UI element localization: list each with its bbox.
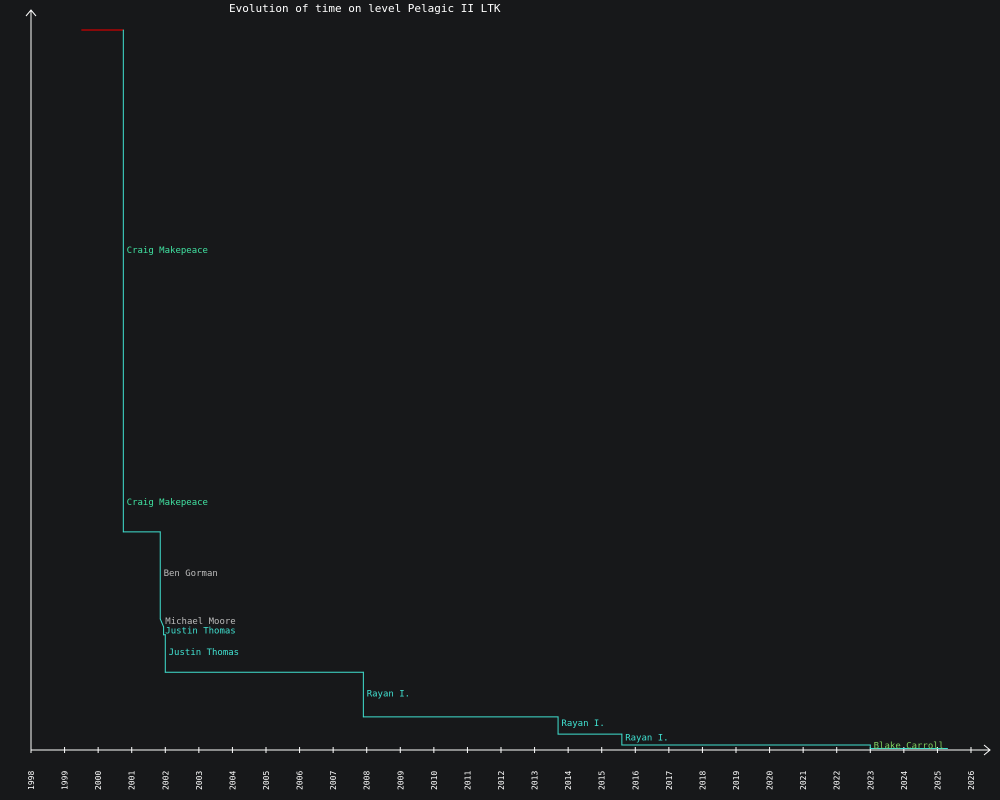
x-axis-arrow: [983, 744, 991, 756]
x-tick-label: 2018: [698, 771, 707, 790]
y-axis-arrow: [25, 9, 37, 17]
x-tick-label: 2026: [967, 771, 976, 790]
record-point: [362, 716, 364, 718]
axes-layer: [25, 9, 991, 756]
record-point: [122, 29, 124, 31]
x-tick-label: 2016: [631, 771, 640, 790]
holder-label: Justin Thomas: [165, 626, 235, 636]
record-point: [621, 744, 623, 746]
holder-label: Craig Makepeace: [127, 498, 208, 508]
record-point: [869, 748, 871, 750]
x-tick-label: 2022: [833, 771, 842, 790]
x-tick-label: 2002: [161, 771, 170, 790]
holder-label: Craig Makepeace: [127, 246, 208, 256]
x-tick-label: 2009: [396, 771, 405, 790]
record-point: [163, 634, 165, 636]
x-tick-label: 2013: [531, 771, 540, 790]
record-point: [159, 618, 161, 620]
x-tick-label: 2017: [665, 771, 674, 790]
record-point: [122, 531, 124, 533]
x-tick-label: 2011: [463, 771, 472, 790]
holder-label: Justin Thomas: [169, 648, 239, 658]
x-tick-label: 2006: [296, 771, 305, 790]
x-tick-label: 2003: [195, 771, 204, 790]
record-line: [122, 30, 948, 750]
series-layer: [81, 29, 948, 750]
x-tick-label: 2024: [900, 771, 909, 790]
x-tick-label: 2014: [564, 771, 573, 790]
holder-label: Rayan I.: [367, 690, 410, 700]
record-point: [163, 626, 165, 628]
x-tick-label: 2015: [598, 771, 607, 790]
x-tick-label: 2019: [732, 771, 741, 790]
x-tick-label: 2021: [799, 771, 808, 790]
chart-title: Evolution of time on level Pelagic II LT…: [229, 2, 501, 15]
record-point: [159, 531, 161, 533]
record-point: [164, 634, 166, 636]
x-tick-label: 2010: [430, 771, 439, 790]
x-tick-label: 2004: [228, 771, 237, 790]
holder-label: Rayan I.: [561, 719, 604, 729]
x-tick-label: 1999: [61, 771, 70, 790]
x-tick-label: 2000: [94, 771, 103, 790]
x-axis-ticks: 1998 1999 2000 2001 2002 2003 2004 2005 2006 2007…: [27, 747, 976, 790]
x-tick-label: 2005: [262, 771, 271, 790]
record-point: [947, 748, 948, 750]
holder-label: Rayan I.: [625, 734, 668, 744]
record-point: [557, 716, 559, 718]
x-tick-label: 1998: [27, 771, 36, 790]
record-point: [557, 733, 559, 735]
x-tick-label: 2007: [329, 771, 338, 790]
record-point: [621, 733, 623, 735]
holder-label: Ben Gorman: [164, 569, 218, 579]
x-tick-label: 2025: [933, 771, 942, 790]
record-point: [362, 671, 364, 673]
x-tick-label: 2020: [766, 771, 775, 790]
x-tick-label: 2012: [497, 771, 506, 790]
x-tick-label: 2023: [866, 771, 875, 790]
x-tick-label: 2001: [128, 771, 137, 790]
annotation-labels: Craig Makepeace Craig Makepeace Ben Gorman…: [127, 246, 944, 751]
record-point: [164, 671, 166, 673]
x-tick-label: 2008: [363, 771, 372, 790]
record-point: [869, 744, 871, 746]
holder-label: Michael Moore: [165, 617, 235, 627]
holder-label: Blake Carroll: [874, 742, 944, 752]
